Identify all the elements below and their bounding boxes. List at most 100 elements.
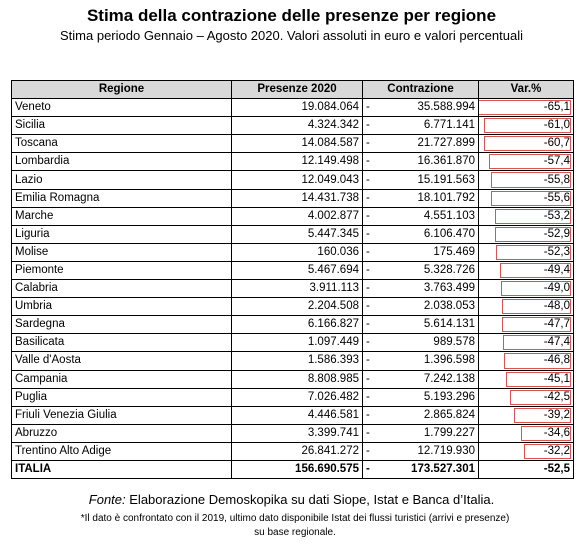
- region-cell: Puglia: [11, 387, 232, 407]
- var-value: -60,7: [543, 137, 570, 150]
- var-databar: [503, 335, 571, 351]
- header-presenze: Presenze 2020: [231, 79, 363, 100]
- table-row: Lombardia 12.149.498-16.361.870 -57,4: [11, 152, 574, 172]
- var-value: -52,9: [543, 227, 570, 240]
- region-cell: Basilicata: [11, 333, 232, 353]
- total-row: ITALIA 156.690.575-173.527.301 -52,5: [11, 459, 574, 480]
- total-region: ITALIA: [11, 459, 232, 480]
- presenze-cell: 2.204.508: [231, 297, 363, 317]
- region-cell: Liguria: [11, 224, 232, 244]
- contrazione-cell: 1.799.227: [375, 423, 479, 443]
- presenze-cell: 3.911.113: [231, 279, 363, 299]
- table-row: Calabria 3.911.113-3.763.499 -49,0: [11, 279, 574, 299]
- var-cell: -49,0: [478, 279, 574, 299]
- var-value: -49,4: [543, 263, 570, 276]
- presenze-cell: 12.149.498: [231, 152, 363, 172]
- presenze-cell: 5.467.694: [231, 260, 363, 281]
- contrazione-cell: 2.865.824: [375, 405, 479, 425]
- contrazione-cell: 989.578: [375, 333, 479, 353]
- total-contrazione: 173.527.301: [375, 459, 479, 480]
- region-cell: Sardegna: [11, 315, 232, 335]
- var-cell: -53,2: [478, 206, 574, 226]
- contrazione-cell: 3.763.499: [375, 279, 479, 299]
- var-databar: [484, 136, 571, 152]
- var-databar: [484, 118, 571, 134]
- table-row: Basilicata 1.097.449-989.578 -47,4: [11, 333, 574, 353]
- var-value: -45,1: [543, 372, 570, 385]
- var-databar: [524, 443, 571, 459]
- source-label: Fonte:: [88, 492, 126, 507]
- table-row: Valle d'Aosta 1.586.393-1.396.598 -46,8: [11, 351, 574, 371]
- region-cell: Abruzzo: [11, 423, 232, 443]
- presenze-cell: 160.036: [231, 242, 363, 262]
- var-cell: -46,8: [478, 351, 574, 371]
- table-row: Toscana 14.084.587-21.727.899 -60,7: [11, 134, 574, 154]
- contrazione-cell: 5.193.296: [375, 387, 479, 407]
- var-databar: [491, 172, 571, 188]
- var-cell: -61,0: [478, 116, 574, 136]
- footnote: *Il dato è confrontato con il 2019, ulti…: [60, 512, 530, 540]
- var-value: -47,4: [543, 336, 570, 349]
- minus-sign: -: [362, 423, 376, 443]
- var-cell: -65,1: [478, 98, 574, 118]
- var-cell: -52,9: [478, 224, 574, 244]
- var-databar: [521, 425, 571, 441]
- contrazione-cell: 35.588.994: [375, 98, 479, 118]
- total-presenze: 156.690.575: [231, 459, 363, 480]
- var-value: -42,5: [543, 390, 570, 403]
- var-databar: [502, 299, 571, 315]
- var-cell: -55,6: [478, 188, 574, 208]
- minus-sign: -: [362, 260, 376, 281]
- contrazione-cell: 7.242.138: [375, 369, 479, 389]
- var-value: -34,6: [543, 426, 570, 439]
- minus-sign: -: [362, 297, 376, 317]
- presenze-cell: 14.431.738: [231, 188, 363, 208]
- contrazione-cell: 12.719.930: [375, 441, 479, 461]
- presenze-cell: 4.002.877: [231, 206, 363, 226]
- var-cell: -45,1: [478, 369, 574, 389]
- var-cell: -48,0: [478, 297, 574, 317]
- minus-sign: -: [362, 441, 376, 461]
- contrazione-cell: 5.328.726: [375, 260, 479, 281]
- minus-sign: -: [362, 459, 376, 480]
- table-header-row: Regione Presenze 2020 Contrazione Var.%: [11, 79, 574, 100]
- table-row: Friuli Venezia Giulia 4.446.581-2.865.824…: [11, 405, 574, 425]
- source-note: Fonte: Elaborazione Demoskopika su dati …: [0, 492, 583, 507]
- var-databar: [491, 190, 571, 206]
- contrazione-cell: 15.191.563: [375, 170, 479, 190]
- presenze-cell: 19.084.064: [231, 98, 363, 118]
- region-cell: Campania: [11, 369, 232, 389]
- var-cell: -52,3: [478, 242, 574, 262]
- region-cell: Calabria: [11, 279, 232, 299]
- region-cell: Marche: [11, 206, 232, 226]
- regions-table: Regione Presenze 2020 Contrazione Var.% …: [11, 79, 574, 480]
- var-cell: -39,2: [478, 405, 574, 425]
- var-cell: -60,7: [478, 134, 574, 154]
- var-cell: -47,7: [478, 315, 574, 335]
- minus-sign: -: [362, 224, 376, 244]
- var-value: -32,2: [543, 444, 570, 457]
- page-subtitle: Stima periodo Gennaio – Agosto 2020. Val…: [60, 28, 523, 43]
- region-cell: Valle d'Aosta: [11, 351, 232, 371]
- var-databar: [500, 262, 571, 279]
- table-row: Lazio 12.049.043-15.191.563 -55,8: [11, 170, 574, 190]
- presenze-cell: 14.084.587: [231, 134, 363, 154]
- table-row: Veneto 19.084.064-35.588.994 -65,1: [11, 98, 574, 118]
- table-row: Campania 8.808.985-7.242.138 -45,1: [11, 369, 574, 389]
- region-cell: Emilia Romagna: [11, 188, 232, 208]
- total-var: -52,5: [478, 459, 574, 480]
- minus-sign: -: [362, 315, 376, 335]
- var-cell: -42,5: [478, 387, 574, 407]
- region-cell: Lombardia: [11, 152, 232, 172]
- var-cell: -32,2: [478, 441, 574, 461]
- table-row: Sicilia 4.324.342-6.771.141 -61,0: [11, 116, 574, 136]
- table-row: Sardegna 6.166.827-5.614.131 -47,7: [11, 315, 574, 335]
- presenze-cell: 4.324.342: [231, 116, 363, 136]
- var-value: -57,4: [543, 155, 570, 168]
- var-value: -49,0: [543, 282, 570, 295]
- region-cell: Molise: [11, 242, 232, 262]
- var-databar: [510, 389, 571, 405]
- table-row: Trentino Alto Adige 26.841.272-12.719.930…: [11, 441, 574, 461]
- var-value: -47,7: [543, 318, 570, 331]
- table-body: Veneto 19.084.064-35.588.994 -65,1 Sicilia 4…: [11, 98, 574, 480]
